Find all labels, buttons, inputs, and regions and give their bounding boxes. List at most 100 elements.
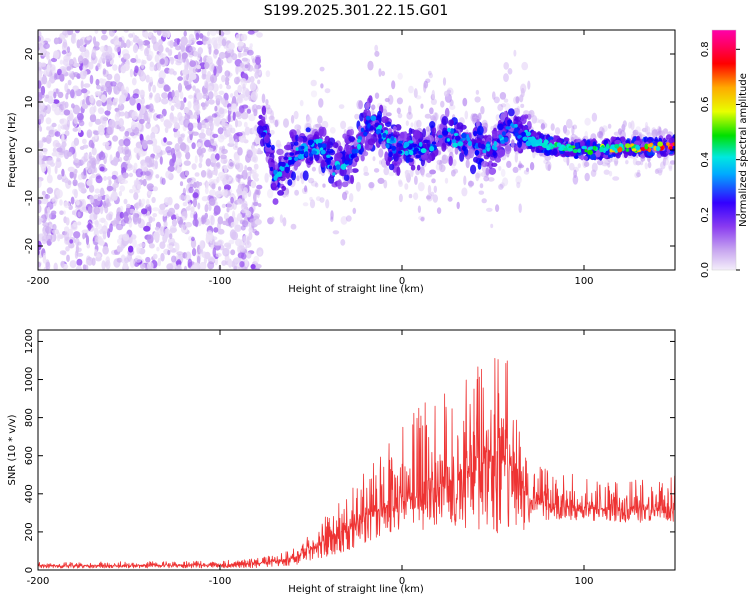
spectrogram-noise-blob — [138, 212, 142, 218]
spectrogram-noise-blob — [215, 116, 220, 127]
spectrogram-noise-blob — [113, 217, 120, 224]
spectrogram-noise-blob — [72, 71, 79, 78]
spectrogram-noise-blob — [193, 102, 200, 112]
snr-y-label: SNR (10 * v/v) — [7, 414, 18, 485]
spectrogram-noise-blob — [244, 258, 248, 268]
spectrogram-ridge-blob — [498, 134, 503, 139]
spectrogram-noise-blob — [123, 138, 131, 147]
spectrogram-noise-blob — [196, 40, 204, 46]
spectrogram-noise-blob — [208, 198, 216, 206]
spectrogram-noise-blob — [53, 50, 60, 59]
spectrogram-noise-blob — [144, 30, 149, 39]
spectrogram-noise-blob — [152, 253, 158, 260]
spectrogram-noise-blob — [122, 262, 129, 270]
spectrogram-scatter-blob — [628, 121, 632, 129]
spectrogram-ridge-blob — [668, 146, 673, 150]
spectrogram-signal-blob — [544, 149, 551, 154]
spectrogram-noise-blob — [95, 78, 100, 86]
spectrogram-ridge-blob — [326, 154, 331, 158]
spectrogram-noise-blob — [201, 196, 209, 202]
spectrogram-noise-blob — [88, 184, 95, 193]
spectrogram-noise-blob — [66, 46, 71, 53]
spectrogram-noise-blob — [184, 170, 190, 176]
spectrogram-ridge-blob — [360, 127, 365, 133]
spectrogram-noise-blob — [149, 76, 153, 83]
spectrogram-scatter-blob — [514, 153, 518, 163]
spectrogram-noise-blob — [160, 252, 165, 262]
spectrogram-scatter-blob — [340, 239, 346, 246]
spectrogram-noise-blob — [173, 103, 180, 108]
spectrogram-noise-blob — [241, 57, 248, 62]
spectrogram-noise-blob — [245, 89, 250, 98]
spectrogram-noise-blob — [191, 131, 199, 136]
spectrogram-scatter-blob — [430, 115, 436, 121]
spectrogram-ridge-blob — [474, 149, 480, 156]
spectrogram-noise-blob — [234, 155, 240, 165]
spectrogram-noise-blob — [123, 198, 128, 205]
spectrogram-noise-blob — [134, 65, 139, 74]
spectrogram-noise-blob — [67, 30, 74, 36]
spectrogram-noise-blob — [200, 102, 206, 108]
spectrogram-noise-blob — [239, 62, 244, 68]
spectrogram-noise-blob — [89, 74, 94, 85]
spectrogram-noise-blob — [220, 154, 227, 160]
spectrogram-noise-blob — [177, 76, 184, 81]
spectrogram-ridge-blob — [375, 128, 382, 135]
spectrogram-ridge-blob — [466, 136, 471, 142]
spectrogram-signal-blob — [264, 134, 270, 144]
spectrogram-scatter-blob — [467, 180, 475, 187]
spectrogram-scatter-blob — [424, 113, 432, 119]
spectrogram-noise-blob — [93, 194, 99, 200]
spectrogram-scatter-blob — [668, 165, 673, 172]
spectrogram-ridge-blob — [617, 146, 623, 153]
spectrogram-noise-blob — [193, 181, 197, 189]
spectrogram-scatter-blob — [330, 210, 334, 220]
spectrogram-scatter-blob — [493, 96, 500, 104]
spectrogram-noise-blob — [209, 30, 217, 36]
spectrogram-noise-blob — [107, 85, 112, 95]
spectrogram-noise-blob — [242, 51, 248, 56]
spectrogram-noise-blob — [76, 258, 83, 266]
spectrogram-noise-blob — [38, 30, 42, 37]
spectrogram-noise-blob — [189, 73, 197, 80]
spectrogram-noise-blob — [198, 132, 206, 139]
x-tick-label: 0 — [399, 576, 405, 587]
spectrogram-noise-blob — [183, 80, 188, 87]
spectrogram-noise-blob — [185, 151, 191, 160]
spectrogram-noise-blob — [94, 118, 102, 125]
spectrogram-ridge-blob — [261, 131, 267, 136]
spectrogram-signal-blob — [476, 125, 484, 136]
spectrogram-scatter-blob — [319, 197, 325, 203]
spectrogram-noise-blob — [228, 239, 235, 245]
spectrogram-noise-blob — [54, 165, 58, 174]
spectrogram-scatter-blob — [368, 181, 375, 189]
spectrogram-noise-blob — [38, 123, 41, 128]
spectrogram-ridge-blob — [493, 140, 498, 147]
spectrogram-signal-blob — [410, 164, 416, 171]
spectrogram-noise-blob — [74, 158, 79, 164]
spectrogram-scatter-blob — [405, 120, 409, 126]
spectrogram-scatter-blob — [474, 96, 481, 103]
spectrogram-scatter-blob — [397, 112, 403, 119]
spectrogram-scatter-blob — [527, 80, 531, 90]
spectrogram-noise-blob — [100, 85, 107, 91]
spectrogram-scatter-blob — [663, 158, 669, 166]
spectrogram-ridge-blob — [365, 120, 369, 125]
spectrogram-noise-blob — [154, 155, 159, 160]
spectrogram-noise-blob — [192, 218, 199, 227]
spectrogram-noise-blob — [96, 100, 103, 107]
spectrogram-ridge-blob — [284, 166, 290, 172]
spectrogram-noise-blob — [142, 114, 148, 121]
spectrogram-scatter-blob — [371, 104, 376, 110]
spectrogram-signal-blob — [448, 119, 455, 126]
spectrogram-noise-blob — [55, 159, 62, 169]
spectrogram-scatter-blob — [654, 168, 660, 174]
spectrogram-signal-blob — [510, 139, 515, 149]
spectrogram-noise-blob — [38, 105, 44, 113]
spectrogram-noise-blob — [210, 244, 214, 249]
spectrogram-noise-blob — [66, 151, 73, 157]
spectrogram-noise-blob — [211, 113, 218, 118]
spectrogram-noise-blob — [103, 176, 107, 181]
spectrogram-noise-blob — [244, 64, 249, 69]
spectrogram-scatter-blob — [267, 188, 274, 199]
